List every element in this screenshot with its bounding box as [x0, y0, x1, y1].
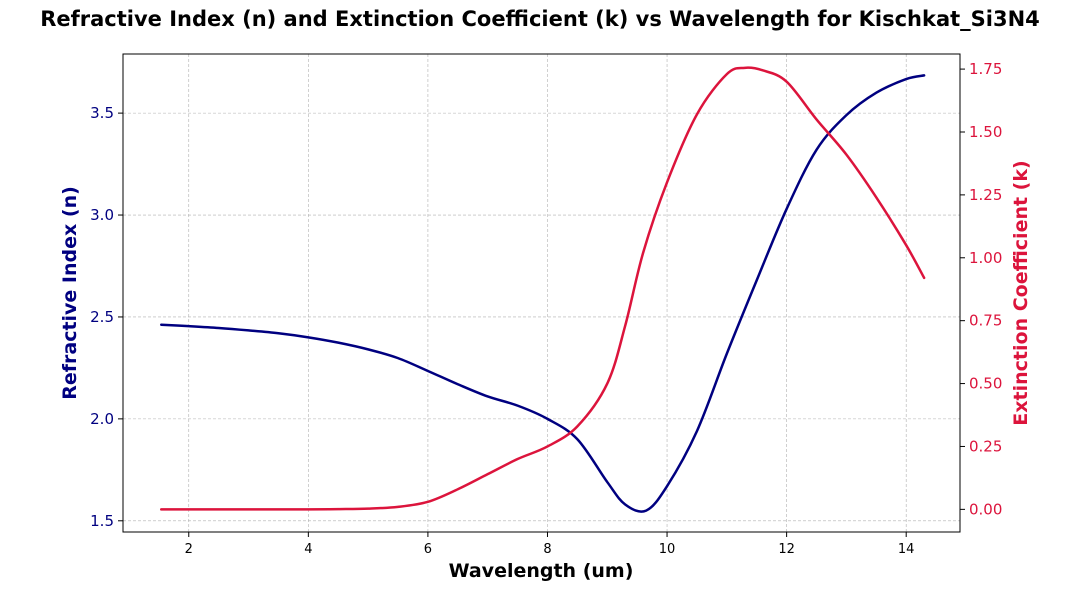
grid — [123, 54, 960, 532]
y-right-tick-label: 1.25 — [969, 186, 1002, 204]
series-line-k — [160, 66, 926, 511]
y-left-tick-label: 2.5 — [90, 308, 114, 326]
y-left-tick-label: 1.5 — [90, 512, 114, 530]
y-axis-right-label: Extinction Coefficient (k) — [1010, 160, 1032, 425]
y-left-tick-label: 2.0 — [90, 410, 114, 428]
x-axis-label: Wavelength (um) — [449, 560, 634, 582]
y-axis-left-label: Refractive Index (n) — [59, 186, 81, 400]
x-tick-label: 2 — [185, 542, 193, 557]
y-right-tick-label: 0.75 — [969, 312, 1002, 330]
x-tick-label: 4 — [304, 542, 312, 557]
y-right-tick-label: 1.00 — [969, 249, 1002, 267]
y-left-tick-label: 3.5 — [90, 104, 114, 122]
x-tick-label: 12 — [778, 542, 795, 557]
series-line-n — [160, 74, 926, 513]
y-right-tick-label: 0.50 — [969, 375, 1002, 393]
y-right-tick-label: 0.25 — [969, 437, 1002, 455]
y-right-tick-label: 1.50 — [969, 123, 1002, 141]
y-right-tick-label: 1.75 — [969, 60, 1002, 78]
plot-frame — [122, 53, 961, 533]
x-tick-label: 14 — [898, 542, 915, 557]
x-tick-label: 10 — [659, 542, 676, 557]
y-right-tick-label: 0.00 — [969, 500, 1002, 518]
axis-ticks: 2 4 6 8 10 12 14 1.5 2.0 2.5 3.0 3.5 0.00 0.25 0.50 0.7… — [90, 60, 1002, 557]
series-layer — [160, 66, 926, 513]
x-tick-label: 8 — [543, 542, 551, 557]
chart-title: Refractive Index (n) and Extinction Coef… — [40, 7, 1040, 31]
y-left-tick-label: 3.0 — [90, 206, 114, 224]
x-tick-label: 6 — [424, 542, 432, 557]
